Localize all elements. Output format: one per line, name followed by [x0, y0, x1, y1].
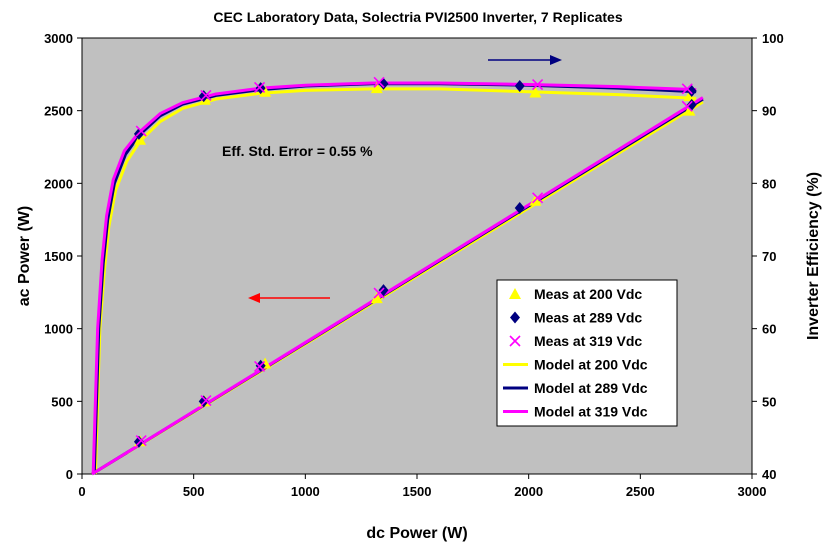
meas-ac-point: [514, 202, 525, 215]
meas-efficiency-point: [683, 90, 696, 102]
y-left-tick-label: 500: [51, 394, 73, 409]
y-right-tick-label: 80: [762, 176, 776, 191]
std-error-annotation: Eff. Std. Error = 0.55 %: [222, 143, 373, 159]
meas-ac-point: [532, 192, 544, 204]
x-tick-label: 2000: [514, 484, 543, 499]
meas-efficiency-point: [370, 82, 383, 94]
meas-efficiency-point: [373, 76, 385, 88]
meas-ac-point: [681, 100, 693, 112]
x-axis-label: dc Power (W): [366, 525, 467, 542]
y-right-tick-label: 90: [762, 104, 776, 119]
meas-ac-point: [370, 292, 383, 304]
legend-box: [496, 279, 678, 427]
meas-efficiency-point: [532, 78, 544, 91]
model-efficiency-line: [93, 87, 697, 475]
meas-efficiency-point: [514, 79, 525, 92]
y-right-tick-label: 100: [762, 31, 784, 46]
right-axis-arrow: [488, 55, 562, 65]
legend-marker: [510, 311, 520, 324]
y-right-tick-label: 60: [762, 322, 776, 337]
x-tick-label: 0: [78, 484, 85, 499]
y-axis-label-right: Inverter Efficiency (%): [805, 172, 822, 340]
x-tick-label: 500: [183, 484, 205, 499]
legend: Meas at 200 Vdc Meas at 289 Vdc Meas at 31…: [496, 279, 678, 427]
legend-marker: [509, 335, 521, 347]
model-ac-line: [91, 96, 704, 476]
meas-efficiency-point: [134, 133, 147, 145]
meas-ac-point: [683, 104, 696, 116]
meas-efficiency-point: [686, 85, 697, 98]
meas-efficiency-point: [681, 83, 693, 95]
meas-efficiency-point: [259, 85, 272, 97]
left-arrow-head: [248, 293, 260, 303]
y-left-tick-label: 2000: [44, 176, 73, 191]
meas-ac-point: [373, 287, 385, 299]
meas-ac-point: [378, 284, 389, 297]
y-axis-label-left: ac Power (W): [16, 206, 33, 306]
right-arrow-head: [550, 55, 562, 65]
legend-label: Meas at 289 Vdc: [534, 310, 642, 326]
axis-ticks: 0 500 1000 1500 2000 2500 3000 0 500 1000 1500 2000…: [44, 31, 784, 499]
y-right-tick-label: 70: [762, 249, 776, 264]
chart-title: CEC Laboratory Data, Solectria PVI2500 I…: [213, 9, 623, 25]
y-left-tick-label: 1000: [44, 322, 73, 337]
meas-efficiency-point: [200, 89, 212, 101]
x-tick-label: 1000: [291, 484, 320, 499]
meas-ac-point: [200, 395, 212, 407]
meas-efficiency-point: [529, 86, 542, 98]
left-axis-arrow: [248, 293, 330, 303]
legend-label: Model at 289 Vdc: [534, 380, 648, 396]
meas-ac-point: [135, 435, 147, 447]
legend-label: Model at 200 Vdc: [534, 357, 648, 373]
meas-ac-point: [253, 360, 266, 373]
y-right-tick-label: 40: [762, 467, 776, 482]
x-tick-label: 3000: [738, 484, 767, 499]
model-efficiency-line: [91, 81, 697, 475]
y-right-tick-label: 50: [762, 394, 776, 409]
measured-points: [133, 76, 697, 448]
x-tick-label: 1500: [403, 484, 432, 499]
legend-marker: [509, 288, 521, 299]
meas-efficiency-point: [135, 125, 147, 137]
y-left-tick-label: 3000: [44, 31, 73, 46]
legend-label: Meas at 200 Vdc: [534, 286, 642, 302]
x-tick-label: 2500: [626, 484, 655, 499]
legend-label: Meas at 319 Vdc: [534, 333, 642, 349]
legend-label: Model at 319 Vdc: [534, 404, 648, 420]
y-left-tick-label: 1500: [44, 249, 73, 264]
model-lines: [91, 81, 704, 476]
legend-items: Meas at 200 Vdc Meas at 289 Vdc Meas at 31…: [503, 286, 648, 420]
y-left-tick-label: 2500: [44, 104, 73, 119]
meas-efficiency-point: [253, 81, 266, 93]
y-left-tick-label: 0: [66, 467, 73, 482]
